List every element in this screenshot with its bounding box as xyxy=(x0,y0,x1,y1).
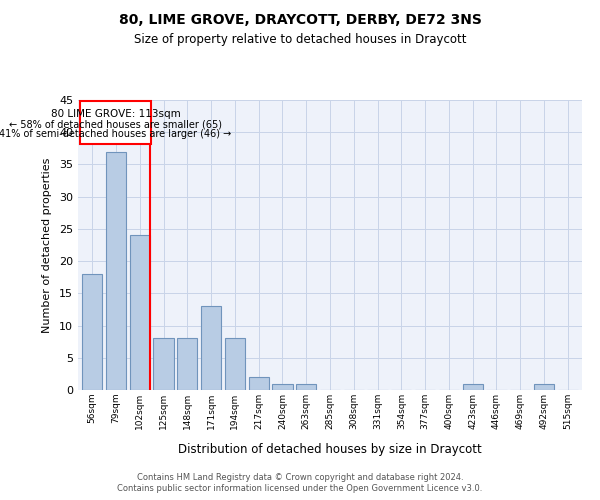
Text: 41% of semi-detached houses are larger (46) →: 41% of semi-detached houses are larger (… xyxy=(0,129,232,139)
Y-axis label: Number of detached properties: Number of detached properties xyxy=(42,158,52,332)
Text: Distribution of detached houses by size in Draycott: Distribution of detached houses by size … xyxy=(178,442,482,456)
Bar xyxy=(296,384,316,390)
Bar xyxy=(106,152,126,390)
Bar xyxy=(463,384,483,390)
Bar xyxy=(130,236,150,390)
Text: 80 LIME GROVE: 113sqm: 80 LIME GROVE: 113sqm xyxy=(50,109,181,119)
Bar xyxy=(154,338,173,390)
Text: Size of property relative to detached houses in Draycott: Size of property relative to detached ho… xyxy=(134,32,466,46)
Bar xyxy=(272,384,293,390)
Text: Contains public sector information licensed under the Open Government Licence v3: Contains public sector information licen… xyxy=(118,484,482,493)
Text: ← 58% of detached houses are smaller (65): ← 58% of detached houses are smaller (65… xyxy=(9,120,222,130)
Bar xyxy=(201,306,221,390)
Bar xyxy=(82,274,103,390)
Bar xyxy=(534,384,554,390)
FancyBboxPatch shape xyxy=(80,102,151,144)
Bar xyxy=(177,338,197,390)
Bar xyxy=(248,377,269,390)
Text: 80, LIME GROVE, DRAYCOTT, DERBY, DE72 3NS: 80, LIME GROVE, DRAYCOTT, DERBY, DE72 3N… xyxy=(119,12,481,26)
Bar xyxy=(225,338,245,390)
Text: Contains HM Land Registry data © Crown copyright and database right 2024.: Contains HM Land Registry data © Crown c… xyxy=(137,472,463,482)
